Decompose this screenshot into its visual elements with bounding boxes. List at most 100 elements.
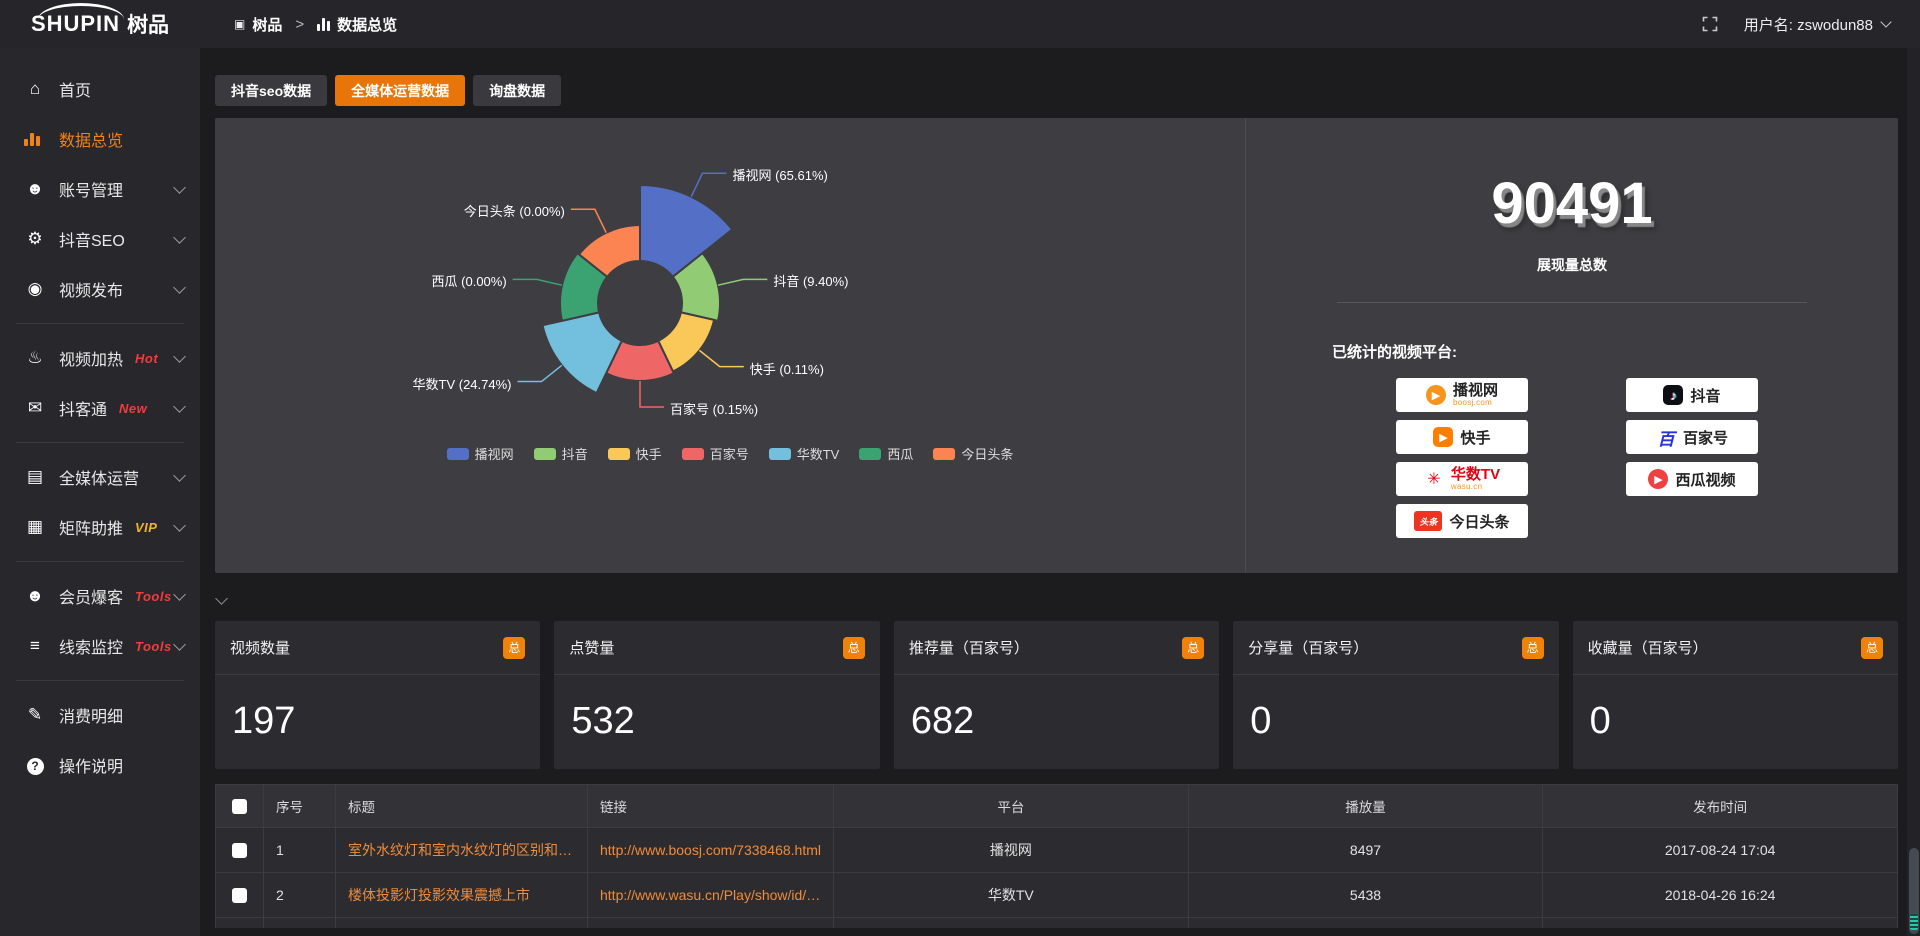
overview-panel: 播视网 (65.61%) 抖音 (9.40%) 快手 (0.11%) 百家号 (… [215, 118, 1898, 573]
sidebar-item-doukengtong[interactable]: ✉ 抖客通 New [0, 383, 200, 433]
total-badge[interactable]: 总 [1861, 636, 1884, 659]
tab-omnimedia-data[interactable]: 全媒体运营数据 [335, 75, 466, 106]
total-badge[interactable]: 总 [842, 636, 865, 659]
stat-card-title: 收藏量（百家号） [1587, 640, 1708, 657]
sidebar-item-expense-detail[interactable]: ✎ 消费明细 [0, 690, 200, 740]
legend-item[interactable]: 抖音 [533, 444, 588, 463]
platform-badge-boosj: ▶ 播视网 boosj.com [1396, 378, 1528, 412]
logo-arc-decoration [38, 3, 124, 36]
sidebar-item-video-heat[interactable]: ♨ 视频加热 Hot [0, 333, 200, 383]
platform-subtext: boosj.com [1452, 397, 1493, 407]
sidebar-item-member-burst[interactable]: ☻ 会员爆客 Tools [0, 571, 200, 621]
chart-legend: 播视网 抖音 快手 百家号 华数TV 西瓜 今日头条 [215, 444, 1245, 463]
fullscreen-icon[interactable] [1702, 16, 1718, 32]
platform-name: 快手 [1460, 429, 1491, 447]
sidebar-item-help[interactable]: ? 操作说明 [0, 740, 200, 790]
stat-card-value: 682 [910, 700, 975, 742]
breadcrumb-root[interactable]: 树品 [252, 16, 283, 34]
summary-divider [1337, 302, 1807, 303]
total-impressions-label: 展现量总数 [1537, 257, 1607, 273]
breadcrumb: ▣ 树品 > 数据总览 [234, 14, 397, 35]
platform-name: 华数TV [1450, 465, 1501, 483]
xigua-play-icon: ▶ [1648, 469, 1669, 489]
video-table: 序号 标题 链接 平台 播放量 发布时间 1 室外水纹灯和室内水纹灯的区别和简介… [215, 784, 1898, 928]
page-scrollbar[interactable] [1907, 48, 1920, 936]
chevron-down-icon [173, 637, 186, 651]
row-checkbox[interactable] [232, 888, 247, 904]
table-row: 2 楼体投影灯投影效果震撼上市 http://www.wasu.cn/Play/… [215, 872, 1898, 918]
sidebar-item-home[interactable]: ⌂ 首页 [0, 64, 200, 114]
row-checkbox[interactable] [232, 843, 247, 859]
legend-swatch [859, 447, 882, 460]
user-icon: ☻ [26, 179, 44, 198]
legend-item[interactable]: 快手 [607, 444, 662, 463]
cell-title[interactable]: 室外水纹灯和室内水纹灯的区别和简介 [335, 827, 588, 873]
monitor-icon: ▤ [26, 467, 44, 486]
bar-chart-icon [24, 132, 46, 146]
sidebar-item-data-overview[interactable]: 数据总览 [0, 114, 200, 164]
total-badge[interactable]: 总 [503, 636, 526, 659]
pie-label-6: 今日头条 (0.00%) [463, 204, 565, 220]
sidebar-divider [16, 323, 184, 324]
sidebar-item-matrix-boost[interactable]: ▦ 矩阵助推 VIP [0, 502, 200, 552]
scrollbar-thumb[interactable] [1908, 848, 1919, 934]
tab-inquiry-data[interactable]: 询盘数据 [473, 75, 562, 106]
stat-card-favorites: 收藏量（百家号） 总 0 [1572, 621, 1899, 769]
sidebar-item-douyin-seo[interactable]: ⚙ 抖音SEO [0, 214, 200, 264]
select-all-checkbox[interactable] [232, 798, 247, 814]
pie-label-1: 抖音 (9.40%) [773, 274, 849, 290]
stat-card-title: 视频数量 [230, 640, 291, 657]
chevron-down-icon [173, 399, 186, 413]
legend-item[interactable]: 华数TV [768, 444, 839, 463]
cell-index: 1 [263, 827, 336, 873]
pie-label-4: 华数TV (24.74%) [412, 376, 512, 392]
sidebar-divider [16, 442, 184, 443]
cell-title[interactable]: 楼体投影灯投影效果震撼上市 [335, 872, 588, 918]
legend-item[interactable]: 今日头条 [933, 444, 1013, 463]
legend-label: 播视网 [474, 447, 514, 462]
baijiahao-icon: 百 [1657, 429, 1675, 449]
legend-item[interactable]: 西瓜 [859, 444, 913, 463]
stat-card-title: 推荐量（百家号） [908, 640, 1029, 657]
sidebar: ⌂ 首页 数据总览 ☻ 账号管理 ⚙ 抖音SEO ◉ 视频发布 ♨ 视频加热 H… [0, 48, 200, 936]
stat-card-value: 532 [571, 700, 635, 742]
col-header-link: 链接 [587, 784, 834, 828]
legend-item[interactable]: 播视网 [446, 444, 514, 463]
user-menu[interactable]: 用户名: zswodun88 [1744, 14, 1892, 35]
platform-badge-wasu: ✳ 华数TV wasu.cn [1396, 462, 1528, 496]
receipt-icon: ✎ [27, 705, 43, 724]
sidebar-item-lead-monitor[interactable]: ≡ 线索监控 Tools [0, 621, 200, 671]
chevron-down-icon [173, 280, 186, 294]
platform-badge-baijiahao: 百 百家号 [1626, 420, 1758, 454]
cell-plays: 8497 [1187, 827, 1544, 873]
sliders-icon: ≡ [30, 636, 40, 655]
breadcrumb-current[interactable]: 数据总览 [337, 16, 398, 34]
heat-icon: ♨ [27, 348, 43, 367]
total-badge[interactable]: 总 [1521, 636, 1544, 659]
sidebar-item-label: 抖音SEO [59, 233, 125, 250]
stat-card-video-count: 视频数量 总 197 [215, 621, 541, 769]
cell-link[interactable]: http://www.wasu.cn/Play/show/id/952... [587, 872, 834, 918]
sidebar-item-video-publish[interactable]: ◉ 视频发布 [0, 264, 200, 314]
panel-collapse-icon[interactable] [215, 591, 228, 605]
topbar-right: 用户名: zswodun88 [1702, 14, 1920, 35]
gear-icon: ⚙ [27, 229, 43, 248]
total-badge[interactable]: 总 [1182, 636, 1205, 659]
stat-card-value: 0 [1250, 700, 1272, 742]
sidebar-item-omnimedia[interactable]: ▤ 全媒体运营 [0, 452, 200, 502]
app-logo: SHUPIN 树品 [0, 0, 200, 48]
tab-douyin-seo-data[interactable]: 抖音seo数据 [215, 75, 328, 106]
rose-chart[interactable] [215, 118, 1245, 573]
sidebar-divider [16, 680, 184, 681]
legend-item[interactable]: 百家号 [681, 444, 749, 463]
legend-label: 快手 [635, 447, 662, 462]
legend-swatch [681, 447, 704, 460]
hot-badge: Hot [135, 350, 159, 366]
cell-link[interactable]: http://www.boosj.com/7338468.html [587, 827, 834, 873]
sidebar-item-label: 操作说明 [59, 759, 124, 776]
sidebar-item-accounts[interactable]: ☻ 账号管理 [0, 164, 200, 214]
stat-card-value: 0 [1589, 700, 1611, 742]
legend-label: 西瓜 [887, 447, 914, 462]
sidebar-item-label: 视频加热 [59, 352, 124, 369]
table-row: 1 室外水纹灯和室内水纹灯的区别和简介 http://www.boosj.com… [215, 827, 1898, 873]
